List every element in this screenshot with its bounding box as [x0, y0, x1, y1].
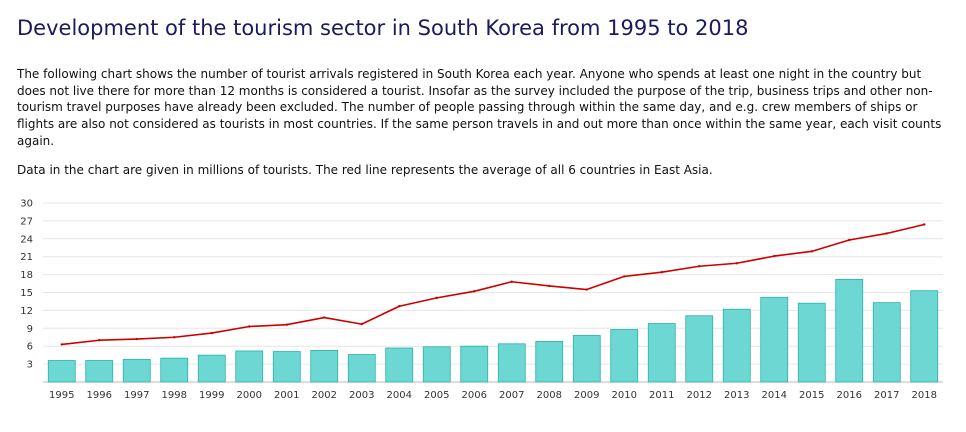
x-tick-label: 1997	[124, 390, 149, 401]
bar-1999[interactable]	[197, 354, 226, 383]
chart-note: Data in the chart are given in millions …	[17, 163, 713, 177]
y-tick-label: 30	[20, 199, 33, 210]
line-point-1998[interactable]	[173, 336, 176, 339]
x-tick-label: 2016	[837, 390, 862, 401]
line-point-2006[interactable]	[473, 290, 476, 293]
line-point-2004[interactable]	[398, 305, 401, 308]
y-tick-label: 9	[27, 324, 33, 335]
x-tick-label: 2009	[574, 390, 599, 401]
line-point-2001[interactable]	[285, 323, 288, 326]
x-tick-label: 2006	[462, 390, 487, 401]
bar-2001[interactable]	[272, 351, 301, 383]
x-tick-label: 1995	[49, 390, 74, 401]
line-point-2011[interactable]	[660, 271, 663, 274]
bar-2016[interactable]	[835, 278, 864, 383]
line-point-2008[interactable]	[548, 284, 551, 288]
y-tick-label: 18	[20, 270, 33, 281]
y-tick-label: 27	[20, 216, 33, 227]
bar-2012[interactable]	[685, 315, 714, 383]
x-tick-label: 1998	[162, 390, 187, 401]
x-tick-label: 2008	[537, 390, 562, 401]
bar-2005[interactable]	[422, 346, 451, 383]
x-tick-label: 1996	[87, 390, 112, 401]
line-point-2015[interactable]	[810, 250, 813, 253]
y-tick-label: 3	[27, 360, 33, 371]
x-tick-label: 2010	[612, 390, 637, 401]
bar-series	[47, 278, 939, 383]
average-line	[61, 223, 925, 346]
y-tick-label: 15	[20, 288, 33, 299]
line-point-2009[interactable]	[585, 288, 588, 291]
line-point-2000[interactable]	[248, 325, 251, 328]
bar-2018[interactable]	[910, 290, 939, 383]
y-tick-label: 24	[20, 234, 33, 245]
bar-1995[interactable]	[47, 360, 76, 383]
line-point-1999[interactable]	[210, 331, 213, 335]
line-point-2018[interactable]	[923, 223, 926, 226]
bar-2017[interactable]	[872, 302, 901, 383]
line-point-2012[interactable]	[698, 265, 701, 268]
x-tick-label: 1999	[199, 390, 224, 401]
x-tick-label: 2005	[424, 390, 449, 401]
x-tick-label: 2011	[649, 390, 674, 401]
bar-2011[interactable]	[647, 323, 676, 383]
x-tick-label: 2001	[274, 390, 299, 401]
x-tick-label: 2013	[724, 390, 749, 401]
bar-2009[interactable]	[572, 335, 601, 383]
y-tick-label: 21	[20, 252, 33, 263]
bar-1997[interactable]	[122, 358, 151, 383]
x-tick-label: 2012	[687, 390, 712, 401]
page-title: Development of the tourism sector in Sou…	[17, 16, 749, 40]
line-point-1995[interactable]	[60, 343, 63, 346]
line-point-2007[interactable]	[510, 280, 513, 283]
y-axis-ticks: 3 6 9 12 15 18 21 24 27 30	[20, 199, 33, 371]
bar-2008[interactable]	[535, 341, 564, 383]
line-point-1996[interactable]	[98, 339, 101, 342]
chart-gridlines	[43, 202, 943, 383]
y-tick-label: 6	[27, 342, 33, 353]
x-axis-ticks: 1995 1996 1997 1998 1999 2000 2001 2002 2003 2004…	[49, 390, 937, 401]
x-tick-label: 2004	[387, 390, 412, 401]
x-tick-label: 2002	[312, 390, 337, 401]
chart-description: The following chart shows the number of …	[17, 67, 942, 148]
x-tick-label: 2015	[799, 390, 824, 401]
average-line-series	[60, 223, 926, 346]
line-point-2002[interactable]	[323, 316, 326, 319]
bar-2003[interactable]	[347, 354, 376, 383]
line-point-2003[interactable]	[360, 322, 363, 326]
line-point-2013[interactable]	[735, 262, 738, 265]
bar-2013[interactable]	[722, 308, 751, 383]
x-tick-label: 2003	[349, 390, 374, 401]
bar-2000[interactable]	[235, 350, 264, 383]
line-point-2005[interactable]	[435, 296, 438, 300]
y-tick-label: 12	[20, 306, 33, 317]
bar-2002[interactable]	[310, 349, 339, 383]
bar-2014[interactable]	[760, 296, 789, 383]
bar-2007[interactable]	[497, 343, 526, 383]
bar-1996[interactable]	[85, 360, 114, 383]
x-tick-label: 2018	[912, 390, 937, 401]
line-point-2017[interactable]	[885, 232, 888, 235]
x-tick-label: 2014	[762, 390, 787, 401]
bar-1998[interactable]	[160, 357, 189, 383]
bar-2010[interactable]	[610, 329, 639, 383]
bar-2015[interactable]	[797, 302, 826, 383]
line-point-2010[interactable]	[623, 275, 626, 278]
line-point-2016[interactable]	[848, 238, 851, 242]
tourism-chart: 3 6 9 12 15 18 21 24 27 30 1995 1996 1997 1998 1999 20…	[20, 199, 943, 401]
x-tick-label: 2017	[874, 390, 899, 401]
line-point-2014[interactable]	[773, 254, 776, 258]
line-point-1997[interactable]	[135, 337, 138, 341]
x-tick-label: 2000	[237, 390, 262, 401]
bar-2004[interactable]	[385, 347, 414, 383]
x-tick-label: 2007	[499, 390, 524, 401]
bar-2006[interactable]	[460, 345, 489, 383]
